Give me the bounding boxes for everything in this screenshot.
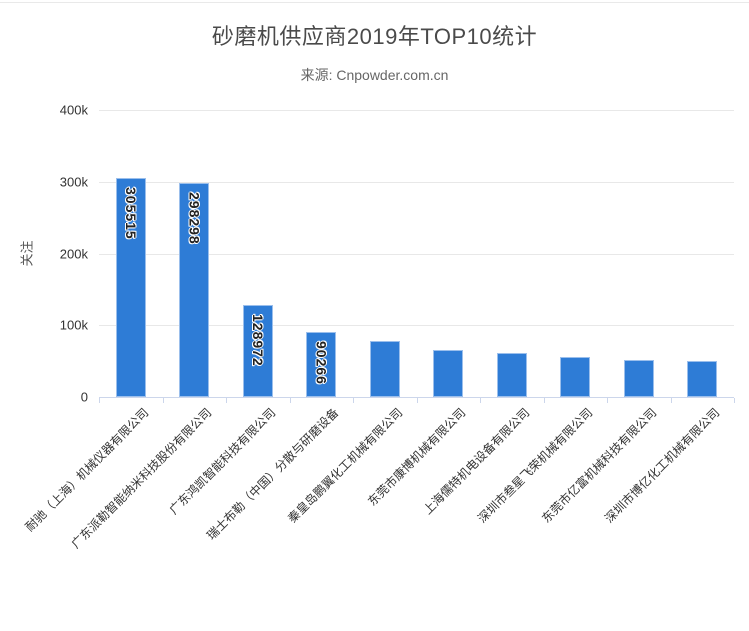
bar-value-label: 305515: [122, 186, 139, 240]
x-axis-tick: [353, 398, 354, 403]
x-axis-tick: [670, 398, 672, 403]
gridline: [99, 181, 734, 183]
bar[interactable]: [623, 360, 654, 397]
bar-value-label: 298298: [186, 192, 203, 245]
y-axis-tick-label: 0: [80, 389, 88, 405]
bar[interactable]: [115, 177, 146, 397]
x-axis-tick: [734, 398, 735, 403]
x-axis-label: 东莞市亿富机械科技有限公司: [538, 405, 660, 526]
x-axis-label: 深圳市博亿化工机械有限公司: [602, 405, 723, 526]
x-axis-tick: [480, 398, 481, 403]
x-axis-label: 耐驰（上海）机械仪器有限公司: [22, 405, 152, 535]
x-axis-label: 秦皇岛鹏翼化工机械有限公司: [284, 405, 406, 526]
bar[interactable]: [496, 352, 527, 397]
x-axis-tick: [543, 398, 545, 403]
x-axis-tick: [226, 398, 227, 403]
x-axis-tick: [162, 398, 164, 403]
x-axis-label: 上海儒特机电设备有限公司: [420, 405, 533, 518]
bar[interactable]: [242, 304, 273, 397]
x-axis-label: 深圳市叁星飞荣机械有限公司: [475, 405, 596, 526]
y-axis-tick-label: 300k: [59, 174, 88, 190]
top-divider: [0, 2, 749, 3]
x-axis-label: 瑞士布勒（中国）分散与研磨设备: [204, 405, 342, 543]
gridline: [99, 253, 734, 255]
chart-title: 砂磨机供应商2019年TOP10统计: [211, 24, 538, 49]
bar[interactable]: [560, 356, 591, 397]
bar-value-label: 90266: [313, 341, 330, 386]
y-axis-tick-label: 400k: [59, 102, 88, 118]
x-axis-tick: [416, 398, 418, 403]
bar-value-label: 128972: [249, 313, 266, 367]
bar[interactable]: [369, 341, 400, 397]
x-axis-tick: [289, 398, 291, 403]
x-axis-tick: [99, 398, 100, 403]
bar[interactable]: [687, 361, 718, 397]
bar[interactable]: [306, 332, 337, 397]
bar[interactable]: [179, 183, 210, 397]
gridline: [99, 325, 734, 327]
chart-subtitle: 来源: Cnpowder.com.cn: [300, 67, 449, 83]
y-axis-tick-label: 100k: [59, 317, 88, 333]
x-axis-line: [99, 397, 734, 398]
x-axis-tick: [607, 398, 608, 403]
y-axis-tick-label: 200k: [59, 246, 88, 261]
gridline: [99, 110, 734, 111]
bar[interactable]: [433, 350, 464, 397]
x-axis-label: 广东鸿凯智能科技有限公司: [166, 405, 279, 518]
